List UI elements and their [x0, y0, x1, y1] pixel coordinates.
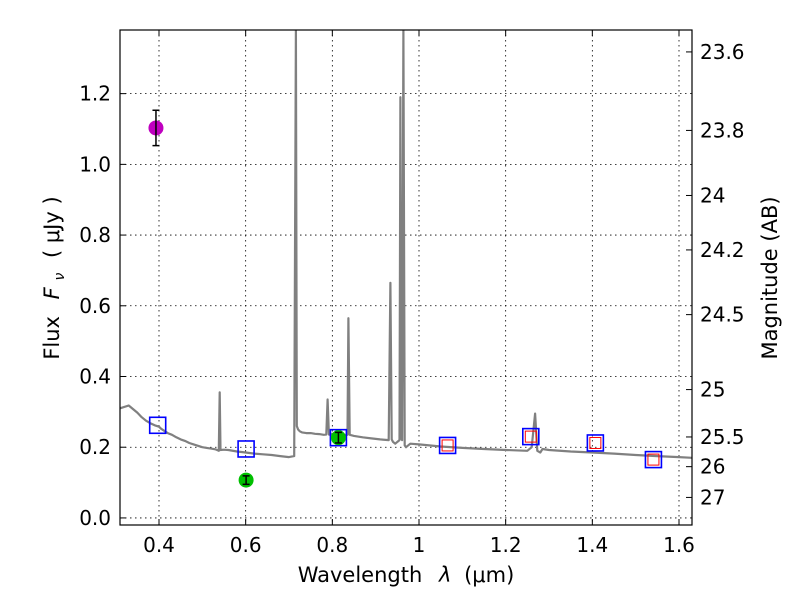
y-axis-label-main: Flux [40, 316, 64, 360]
y-axis-label-sub: ν [52, 273, 68, 281]
y2-tick-label: 24 [700, 183, 725, 207]
spectrum-line [120, 30, 692, 459]
x-axis-label-unit: (μm) [464, 563, 514, 587]
y2-tick-label: 24.5 [700, 303, 745, 327]
observed-flux-marker [589, 436, 602, 449]
y-axis-label: Flux F ν ( μJy ) [40, 196, 69, 359]
model-flux-marker [438, 436, 457, 455]
observed-flux-marker [647, 453, 660, 466]
x-tick-label: 0.8 [316, 533, 348, 557]
plot-area [120, 30, 692, 459]
x-tick-label: 0.6 [230, 533, 262, 557]
model-flux-marker [148, 416, 167, 435]
x-tick-label: 1 [413, 533, 426, 557]
model-flux-marker [521, 427, 540, 446]
x-tick-label: 0.4 [143, 533, 175, 557]
y2-tick-label: 23.6 [700, 40, 745, 64]
y2-tick-label: 24.2 [700, 238, 745, 262]
x-tick-label: 1.6 [663, 533, 695, 557]
plot-frame [119, 29, 693, 526]
y2-tick-label: 25.5 [700, 425, 745, 449]
y2-tick-label: 23.8 [700, 118, 745, 142]
model-flux-marker [586, 434, 605, 452]
x-axis-label-main: Wavelength [298, 563, 423, 587]
y-axis-label-var: F [40, 286, 64, 299]
y2-tick-label: 25 [700, 378, 725, 402]
model-flux-marker [644, 450, 663, 469]
x-tick-label: 1.2 [490, 533, 522, 557]
y-tick-label: 0.2 [79, 435, 111, 459]
y2-tick-label: 27 [700, 485, 725, 509]
y-tick-label: 1.2 [79, 82, 111, 106]
y-axis-label-unit: ( μJy ) [40, 196, 64, 258]
x-axis-label-var: λ [438, 563, 451, 587]
y-tick-label: 0.0 [79, 506, 111, 530]
x-axis-label: Wavelength λ (μm) [298, 563, 515, 587]
ticks: 0.4 0.6 0.8 1 1.2 1.4 1.6 0.0 0.2 0.4 0.6 0.8 1.0 1.2… [79, 30, 745, 557]
y-tick-label: 0.4 [79, 365, 111, 389]
y-tick-label: 0.8 [79, 223, 111, 247]
y2-axis-label: Magnitude (AB) [758, 196, 782, 359]
y-tick-label: 0.6 [79, 294, 111, 318]
model-flux-marker [237, 440, 255, 458]
observed-flux-marker [524, 430, 537, 443]
model-flux-marker [329, 428, 348, 447]
y-tick-label: 1.0 [79, 152, 111, 176]
observed-flux-marker [441, 439, 454, 452]
marker-layer [148, 109, 663, 488]
y2-tick-label: 26 [700, 455, 725, 479]
x-tick-label: 1.4 [576, 533, 608, 557]
